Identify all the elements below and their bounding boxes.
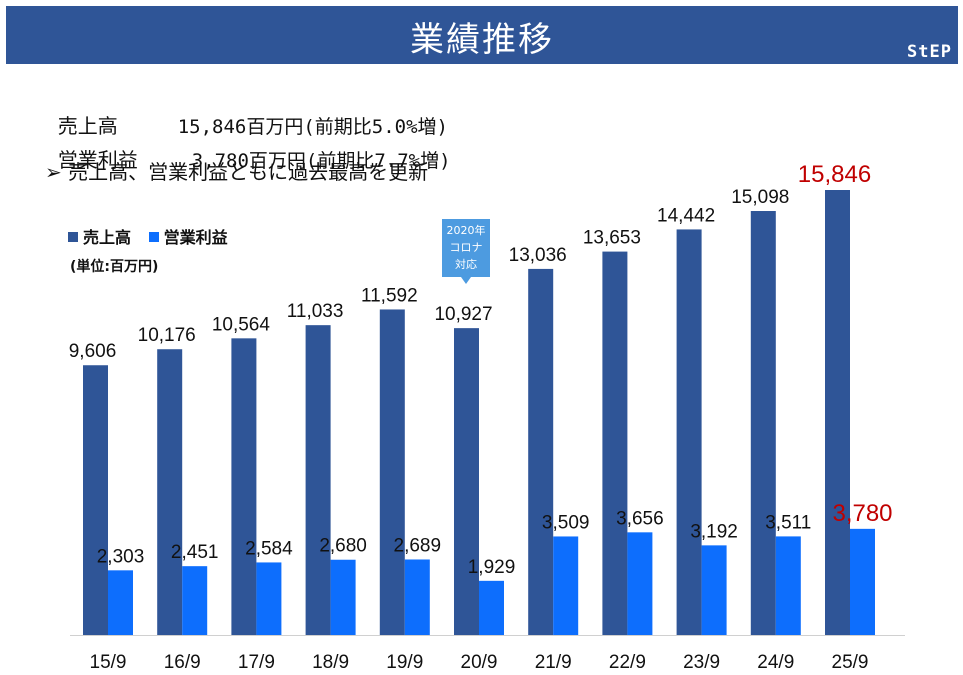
data-label-op-25-9: 3,780: [832, 500, 892, 527]
data-label-op-22-9: 3,656: [616, 508, 664, 529]
summary-op-value: 3,780百万円(前期比7.7%増): [191, 150, 451, 172]
annotation-box: [442, 219, 490, 284]
bar-sales-15-9: [83, 365, 108, 635]
legend-label-sales: 売上高: [83, 228, 132, 247]
data-label-sales-17-9: 10,564: [212, 314, 271, 335]
summary-op: 営業利益 3,780百万円(前期比7.7%増): [45, 120, 451, 173]
legend-item-op: 営業利益: [148, 228, 228, 247]
x-tick-label-16-9: 16/9: [164, 652, 201, 673]
bar-op-23-9: [701, 545, 727, 635]
data-label-op-18-9: 2,680: [319, 536, 367, 557]
bar-sales-16-9: [157, 349, 183, 635]
bar-sales-17-9: [231, 338, 257, 635]
annotation-text-line: 対応: [455, 257, 477, 271]
x-tick-label-25-9: 25/9: [832, 652, 869, 673]
data-label-sales-24-9: 15,098: [731, 187, 789, 208]
unit-label: (単位:百万円): [70, 259, 159, 275]
chart-legend: 売上高 営業利益: [68, 224, 240, 248]
x-tick-label-18-9: 18/9: [312, 652, 349, 673]
bar-sales-25-9: [825, 190, 850, 635]
data-label-sales-25-9: 15,846: [798, 161, 871, 188]
legend-label-op: 営業利益: [163, 228, 228, 247]
data-label-sales-18-9: 11,033: [287, 301, 344, 322]
company-logo: StEP: [907, 42, 952, 62]
bar-op-21-9: [553, 536, 579, 635]
bar-sales-23-9: [676, 229, 702, 635]
data-label-sales-19-9: 11,592: [361, 285, 418, 306]
summary-op-label: 営業利益: [57, 148, 138, 172]
x-tick-label-15-9: 15/9: [90, 652, 127, 673]
x-tick-label-19-9: 19/9: [386, 652, 423, 673]
data-label-sales-15-9: 9,606: [69, 341, 117, 362]
x-tick-label-17-9: 17/9: [238, 652, 275, 673]
summary-sales-label: 売上高: [57, 114, 118, 138]
data-label-op-21-9: 3,509: [542, 512, 590, 533]
bar-op-25-9: [850, 528, 875, 635]
x-tick-label-20-9: 20/9: [461, 652, 498, 673]
x-tick-label-24-9: 24/9: [757, 652, 794, 673]
annotation-text-line: 2020年: [447, 223, 486, 237]
data-label-op-17-9: 2,584: [245, 538, 293, 559]
bar-op-24-9: [775, 536, 801, 635]
data-label-op-24-9: 3,511: [765, 512, 811, 533]
legend-swatch-sales: [68, 232, 78, 242]
bar-op-22-9: [627, 532, 653, 635]
summary-sales-value: 15,846百万円(前期比5.0%増): [177, 116, 448, 138]
bar-op-18-9: [330, 559, 356, 635]
data-label-op-20-9: 1,929: [468, 557, 516, 578]
bar-sales-22-9: [602, 251, 628, 635]
page-title: 業績推移: [410, 20, 554, 60]
data-label-sales-23-9: 14,442: [657, 205, 715, 226]
data-label-op-19-9: 2,689: [394, 535, 442, 556]
data-label-sales-16-9: 10,176: [138, 325, 196, 346]
data-label-sales-21-9: 13,036: [509, 245, 567, 266]
data-label-op-15-9: 2,303: [97, 546, 145, 567]
bar-op-16-9: [182, 566, 208, 635]
bar-op-17-9: [256, 562, 282, 635]
data-label-op-23-9: 3,192: [690, 521, 738, 542]
bar-sales-21-9: [528, 268, 554, 635]
x-tick-label-21-9: 21/9: [535, 652, 572, 673]
data-label-op-16-9: 2,451: [171, 542, 219, 563]
x-tick-label-23-9: 23/9: [683, 652, 720, 673]
bar-op-19-9: [404, 559, 430, 635]
summary-note: ➢ 売上高、営業利益ともに過去最高を更新: [45, 160, 429, 184]
bar-op-20-9: [479, 580, 504, 635]
data-label-sales-22-9: 13,653: [583, 228, 641, 249]
x-tick-label-22-9: 22/9: [609, 652, 646, 673]
annotation-text-line: コロナ: [450, 241, 483, 254]
bar-sales-20-9: [454, 328, 479, 635]
legend-item-sales: 売上高: [68, 228, 131, 247]
bar-sales-19-9: [379, 309, 405, 635]
header-banner: 業績推移 StEP: [6, 6, 958, 64]
bar-sales-18-9: [305, 325, 331, 635]
legend-swatch-op: [148, 232, 159, 242]
bar-sales-24-9: [750, 211, 776, 636]
data-label-sales-20-9: 10,927: [434, 304, 492, 325]
bar-op-15-9: [108, 570, 133, 635]
summary-sales: 売上高 15,846百万円(前期比5.0%増): [45, 86, 448, 139]
